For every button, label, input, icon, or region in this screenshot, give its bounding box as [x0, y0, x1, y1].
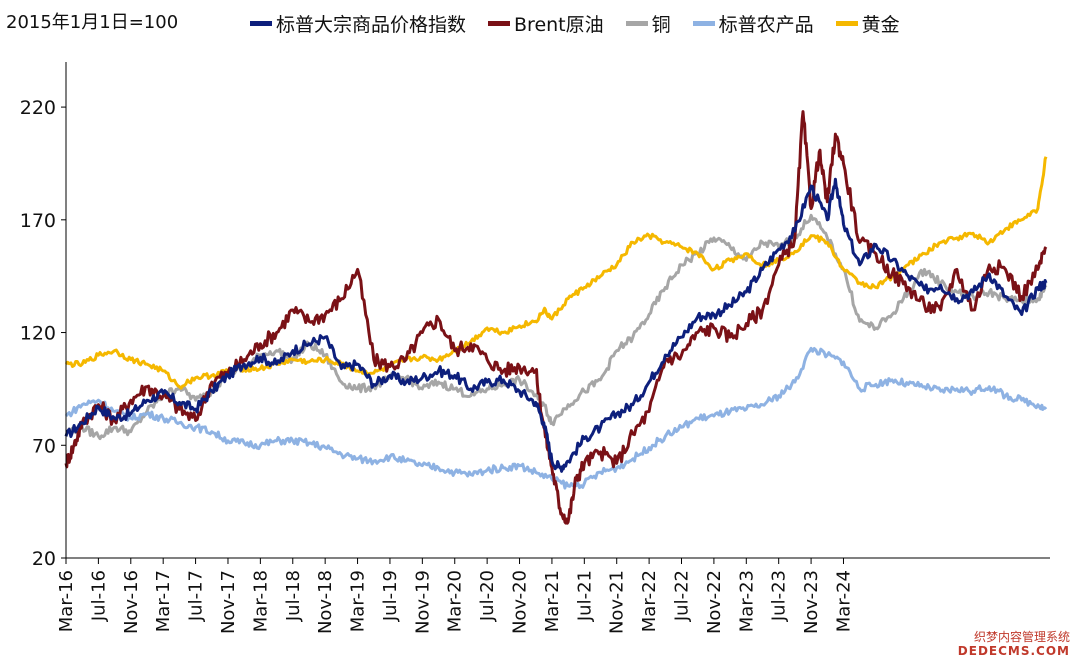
axes-layer: 20 70 120 170 220 Mar-16 Jul-16 Nov-16 Mar-17 Jul… [20, 62, 1050, 634]
series-line-3 [64, 346, 1048, 490]
x-tick-label: Nov-21 [607, 570, 628, 634]
legend-swatch-gold [835, 21, 858, 26]
legend: 标普大宗商品价格指数 Brent原油 铜 标普农产品 黄金 [250, 10, 900, 37]
legend-item-copper: 铜 [625, 10, 671, 37]
y-tick-label: 220 [20, 97, 56, 119]
x-tick-label: Jul-21 [574, 570, 595, 622]
legend-swatch-copper [625, 21, 648, 26]
legend-swatch-agri [692, 21, 715, 26]
y-tick-label: 70 [32, 435, 56, 457]
legend-label-brent: Brent原油 [514, 14, 604, 36]
x-tick-label: Mar-17 [153, 570, 174, 632]
x-tick-label: Mar-16 [56, 570, 77, 632]
x-tick-label: Mar-24 [833, 570, 854, 632]
x-tick-label: Jul-20 [477, 570, 498, 622]
y-tick-label: 20 [32, 548, 56, 570]
x-tick-label: Mar-19 [348, 570, 369, 632]
legend-swatch-brent [488, 21, 511, 26]
watermark-domain: DEDECMS.COM [957, 644, 1070, 658]
series-line-2 [65, 213, 1048, 441]
x-tick-label: Nov-20 [510, 570, 531, 634]
x-tick-label: Nov-22 [704, 570, 725, 634]
x-tick-label: Nov-16 [121, 570, 142, 634]
x-tick-label: Jul-17 [186, 570, 207, 622]
y-tick-label: 120 [20, 323, 56, 345]
watermark: 织梦内容管理系统 DEDECMS.COM [958, 630, 1070, 658]
legend-label-agri: 标普农产品 [718, 14, 814, 36]
x-tick-label: Nov-19 [412, 570, 433, 634]
legend-label-gold: 黄金 [861, 14, 900, 36]
series-line-0 [64, 177, 1048, 473]
series-line-1 [64, 110, 1048, 525]
legend-item-agri: 标普农产品 [692, 10, 814, 37]
x-tick-label: Jul-16 [88, 570, 109, 622]
x-tick-label: Jul-18 [283, 570, 304, 622]
x-tick-label: Nov-18 [315, 570, 336, 634]
x-tick-label: Mar-18 [250, 570, 271, 632]
legend-item-gold: 黄金 [835, 10, 900, 37]
x-tick-label: Jul-23 [769, 570, 790, 622]
x-tick-label: Nov-17 [218, 570, 239, 634]
watermark-title: 织梦内容管理系统 [973, 630, 1070, 644]
x-tick-label: Mar-22 [639, 570, 660, 632]
legend-label-copper: 铜 [651, 14, 671, 36]
x-tick-label: Nov-23 [801, 570, 822, 634]
legend-label-sp-commodity: 标普大宗商品价格指数 [276, 14, 467, 36]
x-tick-label: Mar-23 [736, 570, 757, 632]
legend-item-brent: Brent原油 [488, 10, 604, 37]
x-tick-label: Mar-20 [445, 570, 466, 632]
series-line-4 [64, 156, 1048, 390]
x-tick-label: Jul-19 [380, 570, 401, 622]
y-tick-label: 170 [20, 210, 56, 232]
legend-item-sp-commodity: 标普大宗商品价格指数 [250, 10, 466, 37]
unit-label: 2015年1月1日=100 [6, 12, 179, 33]
x-tick-label: Mar-21 [542, 570, 563, 632]
series-layer [64, 110, 1048, 525]
legend-swatch-sp-commodity [250, 21, 272, 26]
x-tick-label: Jul-22 [672, 570, 693, 622]
